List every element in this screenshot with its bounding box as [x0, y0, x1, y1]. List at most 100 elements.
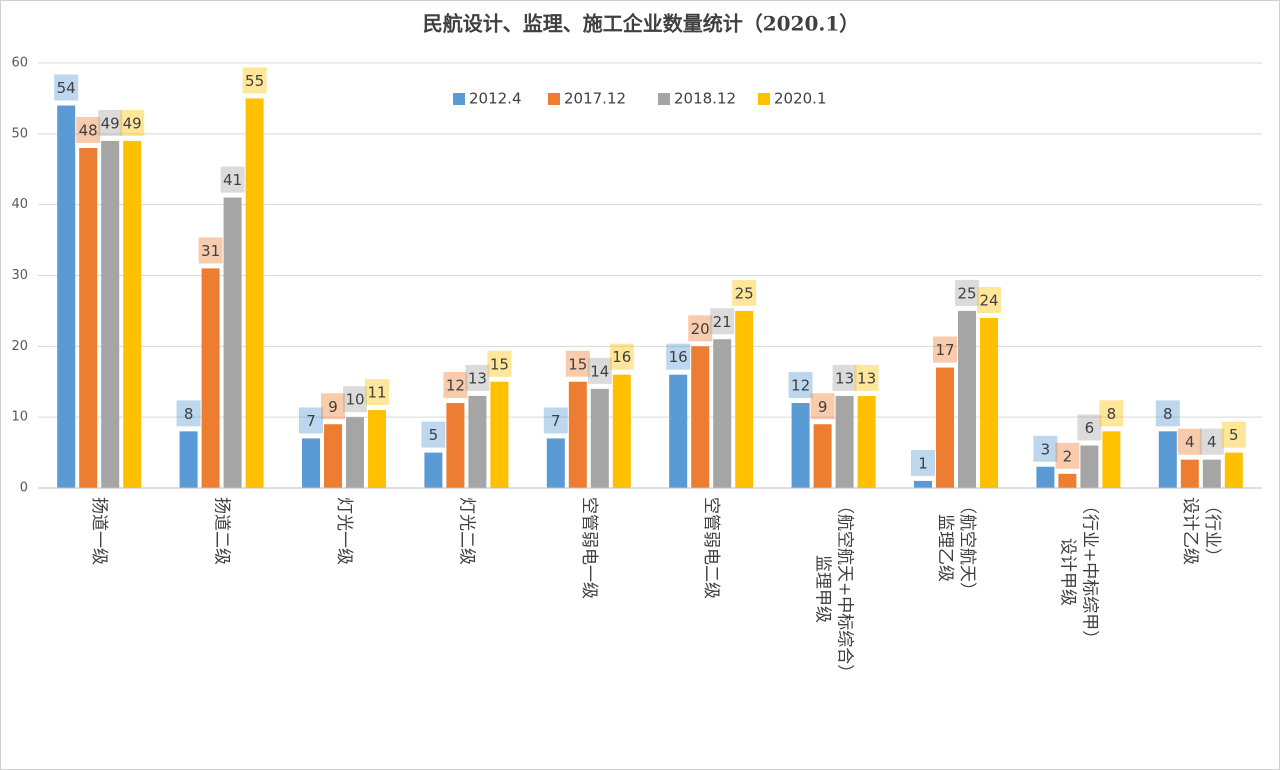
bar — [446, 403, 465, 488]
data-label: 49 — [101, 114, 120, 132]
bar — [568, 381, 587, 488]
bar — [936, 367, 954, 488]
data-label-bg — [1055, 442, 1080, 469]
bar — [468, 395, 487, 488]
data-label: 25 — [957, 284, 976, 302]
data-label-bg — [955, 279, 979, 306]
data-label: 13 — [835, 369, 854, 387]
bar — [123, 140, 142, 488]
data-label-bg — [732, 279, 757, 306]
data-label: 17 — [935, 341, 954, 359]
data-label-bg — [176, 400, 201, 427]
x-tick-label: 监理乙级 （航空航天） — [935, 497, 977, 599]
data-label: 4 — [1207, 433, 1217, 451]
data-label-bg — [1077, 414, 1102, 441]
data-label-bg — [1221, 421, 1246, 448]
data-label: 20 — [691, 320, 710, 338]
legend-swatch — [453, 93, 465, 105]
data-label: 49 — [123, 114, 142, 132]
data-label-bg — [688, 315, 713, 342]
y-tick-label: 60 — [11, 56, 28, 71]
bar — [1224, 452, 1243, 488]
x-tick-label: 扬道二级 — [211, 497, 232, 565]
data-label-bg — [220, 166, 245, 193]
data-label: 10 — [345, 391, 364, 409]
data-label-bg — [1199, 428, 1224, 455]
data-label-bg — [565, 350, 590, 377]
bar — [914, 480, 932, 488]
data-label: 9 — [328, 398, 338, 416]
data-label-bg — [421, 421, 446, 448]
x-tick-label: 空管弱电二级 — [701, 497, 722, 599]
bar — [612, 374, 631, 488]
data-label: 1 — [918, 454, 928, 472]
bar — [1080, 445, 1099, 488]
data-label-bg — [365, 379, 389, 406]
data-label-bg — [788, 372, 813, 398]
y-tick-label: 0 — [20, 481, 28, 496]
data-label: 12 — [791, 377, 810, 395]
bar — [179, 431, 198, 488]
data-label: 5 — [1229, 426, 1239, 444]
data-label-bg — [1033, 435, 1058, 462]
data-label: 41 — [223, 171, 242, 189]
bar — [590, 388, 609, 488]
data-label-bg — [465, 364, 490, 391]
bar — [223, 197, 242, 489]
bar — [1036, 466, 1055, 488]
data-label-bg — [832, 364, 857, 391]
x-tick-label: 灯光二级 — [456, 497, 477, 565]
bar — [958, 310, 976, 488]
data-label-bg — [1177, 428, 1202, 455]
y-tick-label: 40 — [11, 197, 28, 212]
data-label-bg — [198, 237, 223, 264]
legend-swatch — [548, 93, 560, 105]
legend-label: 2012.4 — [469, 90, 522, 108]
bar — [669, 374, 688, 488]
data-label-bg — [487, 350, 512, 377]
bar — [1202, 459, 1221, 488]
data-label: 7 — [551, 412, 561, 430]
legend-label: 2018.12 — [674, 90, 736, 108]
bar — [813, 424, 832, 488]
legend-label: 2017.12 — [564, 90, 626, 108]
data-label: 8 — [1163, 405, 1173, 423]
legend-label: 2020.1 — [774, 90, 827, 108]
data-label-bg — [242, 67, 267, 94]
data-label-bg — [977, 287, 1001, 313]
bar — [791, 403, 810, 488]
data-label-bg — [1155, 400, 1180, 427]
legend-swatch — [658, 93, 670, 105]
x-tick-label: 扬道一级 — [89, 497, 110, 565]
data-label-bg — [810, 393, 835, 420]
bar — [857, 395, 876, 488]
data-label-bg — [343, 386, 367, 413]
data-label: 24 — [979, 292, 998, 310]
bar — [245, 98, 264, 489]
data-label: 9 — [818, 398, 828, 416]
y-tick-label: 30 — [11, 268, 28, 283]
bar — [713, 339, 732, 488]
data-label: 6 — [1085, 419, 1095, 437]
data-label: 48 — [79, 122, 98, 140]
x-tick-label: 监理甲级 （航空航天+中标综合） — [812, 497, 855, 682]
data-label: 54 — [57, 79, 76, 97]
bar — [980, 318, 998, 488]
data-label: 13 — [857, 369, 876, 387]
bar — [79, 148, 98, 488]
data-label: 25 — [735, 284, 754, 302]
y-tick-label: 10 — [11, 410, 28, 425]
bar — [302, 438, 320, 488]
data-label: 31 — [201, 242, 220, 260]
data-label: 12 — [446, 377, 465, 395]
data-label-bg — [54, 74, 79, 101]
data-label: 7 — [306, 412, 316, 430]
data-label-bg — [933, 336, 957, 363]
bar — [546, 438, 565, 488]
y-tick-label: 50 — [11, 126, 28, 141]
data-label-bg — [76, 117, 101, 143]
data-label: 14 — [590, 362, 609, 380]
data-label: 16 — [612, 348, 631, 366]
data-label-bg — [321, 393, 345, 420]
